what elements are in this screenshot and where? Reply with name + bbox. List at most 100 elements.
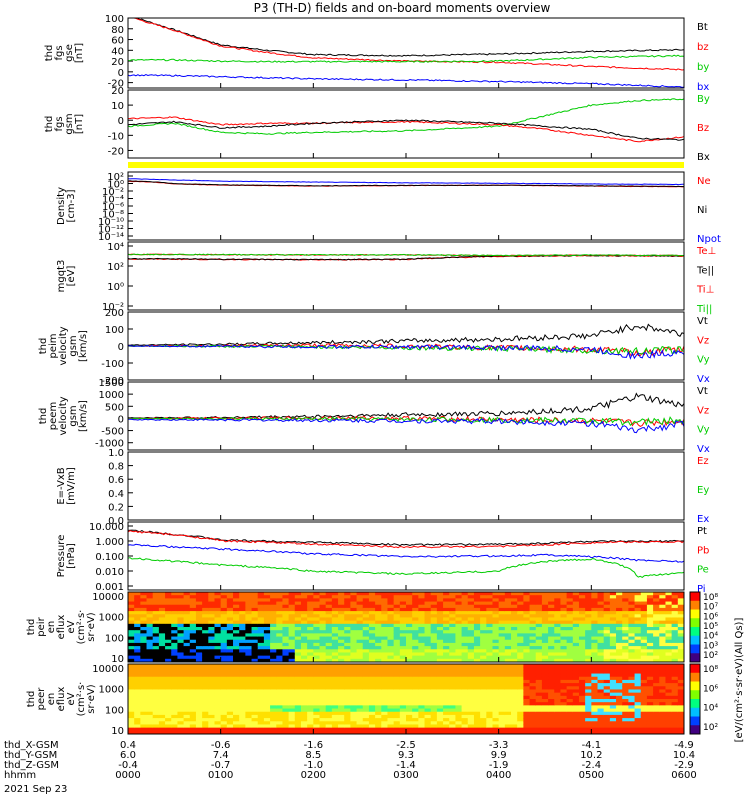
heat-cell: [548, 630, 555, 634]
heat-cell: [158, 611, 166, 615]
heat-cell: [424, 646, 432, 650]
heat-cell: [443, 695, 450, 700]
heat-cell: [418, 592, 426, 596]
heat-cell: [418, 601, 426, 606]
heat-cell: [412, 639, 419, 644]
heat-cell: [609, 676, 617, 681]
heat-cell: [288, 655, 296, 660]
heat-cell: [319, 649, 327, 653]
heat-cell: [319, 627, 327, 631]
heat-cell: [171, 730, 178, 735]
heat-cell: [313, 630, 321, 634]
heat-cell: [566, 727, 574, 732]
heat-cell: [387, 646, 395, 650]
heat-cell: [245, 646, 253, 650]
heat-cell: [375, 598, 382, 603]
heat-cell: [467, 633, 475, 638]
heat-cell: [208, 595, 215, 599]
heat-cell: [443, 633, 450, 638]
heat-cell: [646, 676, 654, 681]
heat-cell: [461, 658, 469, 663]
heat-cell: [325, 636, 333, 641]
heat-cell: [331, 601, 339, 606]
heat-cell: [251, 592, 259, 596]
heat-cell: [529, 676, 537, 681]
heat-cell: [220, 639, 228, 644]
heat-cell: [504, 679, 512, 684]
heat-cell: [634, 718, 642, 722]
heat-cell: [257, 683, 265, 687]
heat-cell: [177, 658, 185, 663]
ytick-density-8: 10⁻¹⁴: [98, 232, 124, 243]
heat-cell: [578, 614, 586, 618]
heat-cell: [523, 724, 531, 729]
heat-cell: [399, 683, 407, 687]
heat-cell: [245, 718, 253, 722]
heat-cell: [300, 670, 308, 675]
heat-cell: [263, 646, 271, 650]
heat-cell: [548, 601, 555, 606]
heat-cell: [616, 718, 623, 722]
heat-cell: [220, 695, 228, 700]
heat-cell: [399, 642, 407, 647]
heat-cell: [344, 695, 351, 700]
heat-cell: [165, 623, 172, 628]
heat-cell: [202, 607, 209, 612]
heat-cell: [294, 627, 302, 631]
heat-cell: [288, 639, 296, 644]
heat-cell: [523, 598, 531, 603]
heat-cell: [585, 595, 592, 599]
heat-cell: [486, 623, 493, 628]
heat-cell: [331, 718, 339, 722]
heat-cell: [677, 695, 685, 700]
heat-cell: [622, 649, 629, 653]
heat-cell: [424, 683, 432, 687]
heat-cell: [603, 636, 611, 641]
heat-cell: [356, 730, 364, 735]
heat-cell: [406, 730, 413, 735]
heat-cell: [467, 636, 475, 641]
heat-cell: [461, 667, 469, 671]
heat-cell: [473, 630, 481, 634]
heat-cell: [585, 679, 592, 684]
heat-cell: [498, 604, 506, 609]
heat-cell: [368, 708, 376, 713]
heat-cell: [294, 679, 302, 684]
heat-cell: [634, 695, 642, 700]
heat-cell: [325, 679, 333, 684]
heat-cell: [467, 708, 475, 713]
heat-cell: [239, 598, 246, 603]
heat-cell: [449, 714, 456, 719]
heat-cell: [473, 595, 481, 599]
heat-cell: [202, 604, 209, 609]
heat-cell: [671, 630, 679, 634]
heat-cell: [171, 655, 178, 660]
ytick-efield-2: 0.4: [108, 489, 124, 500]
heat-cell: [288, 658, 296, 663]
heat-cell: [653, 664, 660, 668]
heat-cell: [195, 595, 203, 599]
heat-cell: [276, 598, 283, 603]
heat-cell: [319, 646, 327, 650]
heat-cell: [146, 679, 154, 684]
heat-cell: [177, 692, 185, 697]
heat-cell: [368, 655, 376, 660]
ylabel-fgs_gse-2: gse: [64, 44, 75, 62]
heat-cell: [443, 705, 450, 710]
heat-cell: [492, 630, 500, 634]
heat-cell: [134, 607, 141, 612]
heat-cell: [560, 620, 568, 625]
heat-cell: [436, 607, 444, 612]
heat-cell: [282, 639, 290, 644]
heat-cell: [276, 639, 283, 644]
heat-cell: [134, 598, 141, 603]
heat-cell: [467, 679, 475, 684]
heat-cell: [375, 636, 382, 641]
heat-cell: [634, 627, 642, 631]
heat-cell: [653, 692, 660, 697]
heat-cell: [263, 598, 271, 603]
heat-cell: [158, 714, 166, 719]
heat-cell: [387, 711, 395, 716]
heat-cell: [245, 617, 253, 622]
heat-cell: [504, 601, 512, 606]
